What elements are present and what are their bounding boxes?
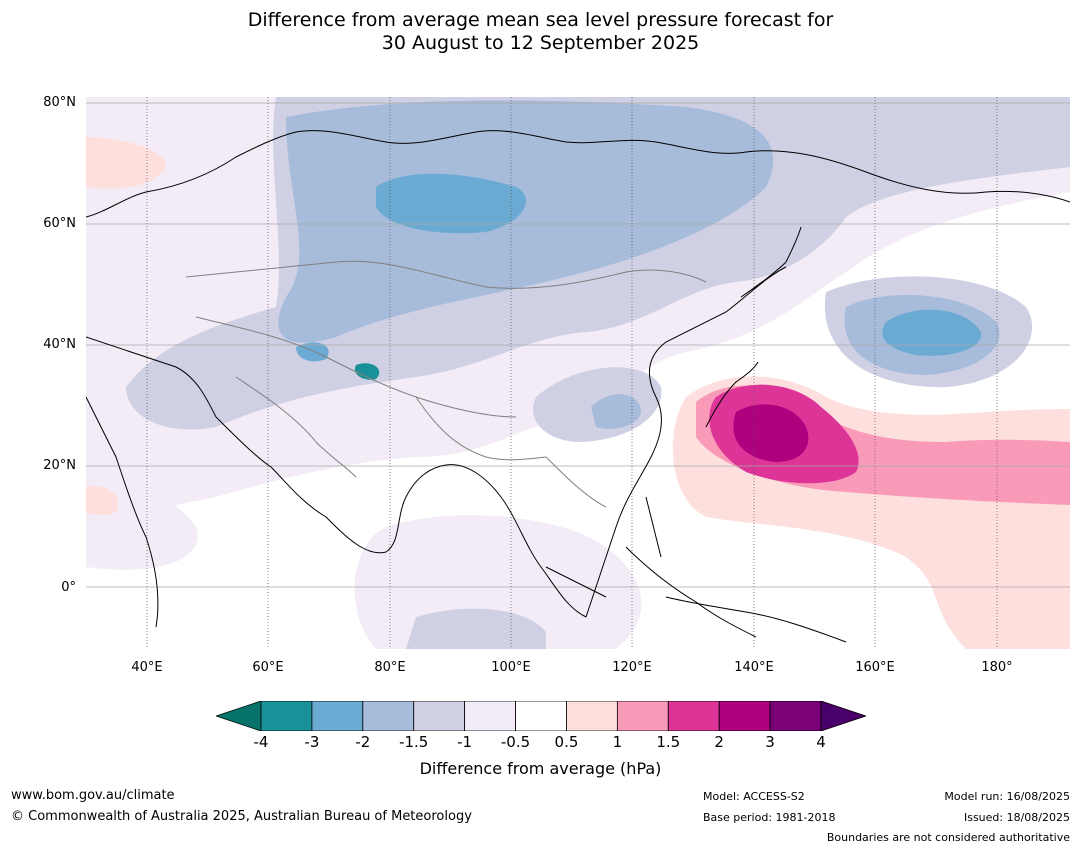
footer-model: Model: ACCESS-S2: [703, 790, 805, 803]
colorbar-tick-label: 4: [816, 733, 826, 751]
footer-base-period: Base period: 1981-2018: [703, 811, 836, 824]
colorbar-tick-label: -4: [253, 733, 269, 751]
colorbar-cell: [311, 701, 364, 731]
map-canvas: [86, 97, 1070, 649]
colorbar-tick-label: 0.5: [554, 733, 579, 751]
lat-label-20n: 20°N: [43, 458, 76, 473]
title-line-2: 30 August to 12 September 2025: [381, 32, 700, 54]
coastlines: [86, 130, 1070, 643]
footer-model-run: Model run: 16/08/2025: [944, 790, 1070, 803]
colorbar-label: Difference from average (hPa): [419, 759, 662, 778]
colorbar-cell: [515, 701, 567, 731]
colorbar-cell: [566, 701, 618, 731]
map-title: Difference from average mean sea level p…: [0, 9, 1081, 55]
lon-label-100e: 100°E: [491, 660, 531, 675]
lon-label-180: 180°: [981, 660, 1013, 675]
lon-label-60e: 60°E: [252, 660, 284, 675]
lon-label-40e: 40°E: [131, 660, 163, 675]
contour-neg-15-china: [591, 394, 641, 429]
colorbar-tick-label: -2: [355, 733, 371, 751]
footer-copyright: © Commonwealth of Australia 2025, Austra…: [11, 809, 472, 824]
contour-pos-05-sw: [86, 486, 119, 516]
colorbar-cell: [667, 701, 720, 731]
contour-neg-3-tibet: [354, 363, 380, 380]
contour-pos-05-nw: [86, 137, 166, 189]
lon-label-80e: 80°E: [374, 660, 406, 675]
colorbar-tick-label: 3: [765, 733, 775, 751]
colorbar-extend-low: [216, 701, 262, 731]
colorbar-cell: [413, 701, 466, 731]
contour-neg-2-east: [882, 309, 982, 356]
contour-neg-15: [278, 100, 774, 343]
colorbar-cell: [769, 701, 822, 731]
footer-issued: Issued: 18/08/2025: [963, 811, 1070, 824]
country-borders: [185, 260, 707, 508]
lat-label-60n: 60°N: [43, 216, 76, 231]
anomaly-contours: [86, 97, 1070, 649]
lat-label-80n: 80°N: [43, 95, 76, 110]
colorbar-tick-label: -0.5: [500, 733, 531, 751]
colorbar-cell: [362, 701, 415, 731]
colorbar: [216, 701, 866, 731]
pressure-anomaly-map: [86, 97, 1070, 649]
footer-website: www.bom.gov.au/climate: [11, 788, 175, 803]
footer-disclaimer: Boundaries are not considered authoritat…: [826, 831, 1070, 844]
lon-label-120e: 120°E: [612, 660, 652, 675]
colorbar-tick-label: -3: [304, 733, 320, 751]
colorbar-tick-label: -1: [457, 733, 473, 751]
contour-pos-2: [733, 404, 809, 462]
colorbar-cell: [464, 701, 516, 731]
title-line-1: Difference from average mean sea level p…: [247, 9, 834, 31]
colorbar-tick-label: 1: [612, 733, 623, 751]
colorbar-cell: [616, 701, 669, 731]
meridians: [146, 97, 998, 649]
contour-neg-1-south: [406, 608, 546, 649]
colorbar-extend-high: [820, 701, 866, 731]
lon-label-160e: 160°E: [855, 660, 895, 675]
contour-neg-2: [376, 173, 526, 234]
colorbar-tick-label: 1.5: [656, 733, 681, 751]
lat-label-0: 0°: [61, 580, 76, 595]
lat-label-40n: 40°N: [43, 337, 76, 352]
colorbar-cell: [718, 701, 771, 731]
lon-label-140e: 140°E: [734, 660, 774, 675]
colorbar-tick-label: 2: [714, 733, 724, 751]
colorbar-cell: [260, 701, 313, 731]
colorbar-tick-label: -1.5: [399, 733, 429, 751]
graticule: [86, 102, 1070, 588]
